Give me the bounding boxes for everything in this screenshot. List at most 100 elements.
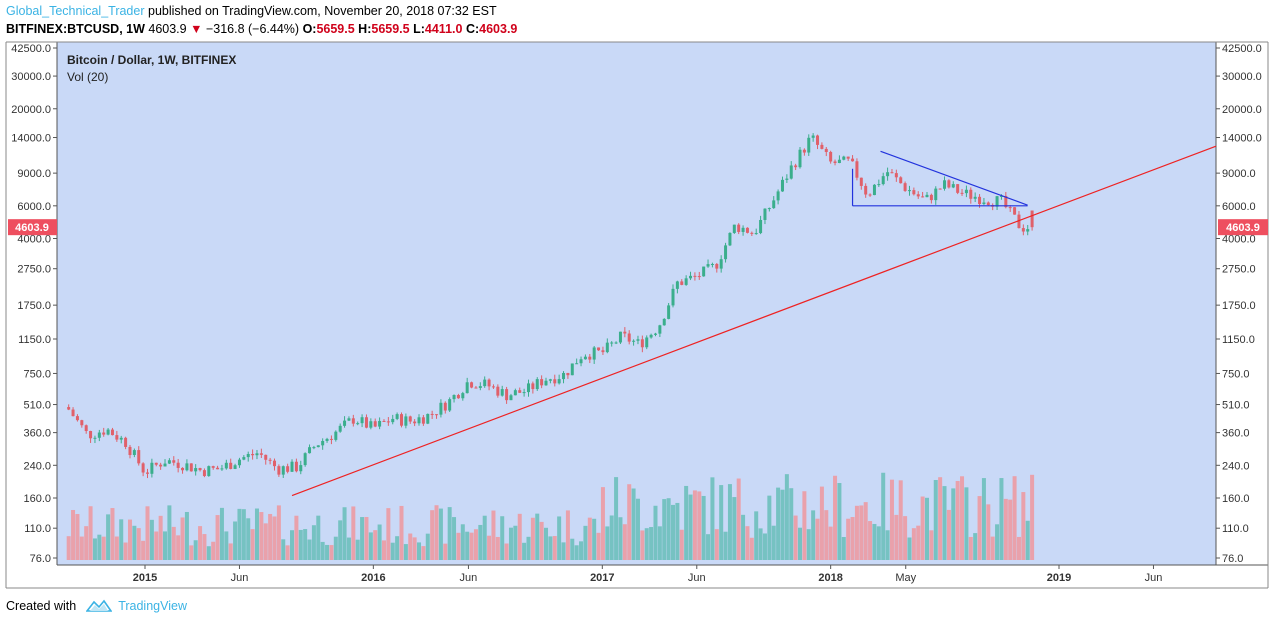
tradingview-brand-link[interactable]: TradingView	[118, 599, 187, 613]
volume-bar	[268, 513, 273, 560]
volume-bar	[1008, 499, 1013, 560]
y-tick-label-left: 110.0	[24, 523, 51, 535]
volume-bar	[368, 532, 373, 560]
y-tick-label-left: 30000.0	[11, 71, 51, 83]
volume-bar	[596, 532, 601, 560]
candle-body	[1026, 229, 1030, 232]
volume-bar	[539, 521, 544, 560]
author-link[interactable]: Global_Technical_Trader	[6, 4, 145, 18]
candle-body	[807, 137, 811, 153]
candle-body	[141, 463, 145, 473]
candle-body	[601, 350, 605, 353]
volume-bar	[657, 526, 662, 560]
candle-body	[448, 399, 452, 411]
candle-body	[763, 208, 767, 220]
volume-bar	[298, 529, 303, 560]
volume-bar	[285, 545, 290, 560]
candle-body	[264, 454, 268, 460]
candle-body	[960, 192, 964, 194]
volume-bar	[767, 495, 772, 560]
volume-bar	[964, 487, 969, 560]
candle-body	[618, 331, 622, 343]
volume-bar	[351, 506, 356, 560]
candle-body	[1021, 228, 1025, 232]
candle-body	[237, 459, 241, 466]
candle-body	[290, 461, 294, 472]
volume-bar	[193, 540, 198, 560]
volume-bar	[491, 510, 496, 560]
candle-body	[334, 431, 338, 440]
volume-bar	[66, 536, 71, 560]
volume-bar	[605, 526, 610, 560]
candle-body	[780, 179, 784, 192]
y-tick-label-right: 750.0	[1222, 368, 1250, 380]
candle-body	[163, 463, 167, 467]
volume-bar	[977, 496, 982, 560]
y-tick-label-right: 240.0	[1222, 460, 1250, 472]
candle-body	[150, 462, 154, 474]
y-tick-label-left: 2750.0	[17, 264, 51, 276]
y-tick-label-right: 160.0	[1222, 493, 1250, 505]
volume-bar	[465, 531, 470, 560]
candle-body	[754, 233, 758, 235]
volume-bar	[250, 529, 255, 560]
volume-bar	[758, 528, 763, 560]
candle-body	[750, 232, 754, 234]
volume-bar	[727, 484, 732, 560]
candle-body	[982, 202, 986, 205]
volume-bar	[1021, 492, 1026, 560]
candle-body	[1008, 207, 1012, 209]
candle-body	[566, 372, 570, 376]
candle-body	[785, 178, 789, 180]
x-tick-label: May	[895, 572, 916, 584]
candle-body	[373, 421, 377, 427]
last-price-label-right: 4603.9	[1226, 222, 1260, 234]
volume-bar	[101, 536, 106, 560]
candle-body	[772, 200, 776, 209]
candle-body	[789, 165, 793, 179]
footer: Created with TradingView	[6, 599, 187, 613]
x-tick-label: Jun	[1145, 572, 1163, 584]
volume-bar	[749, 537, 754, 560]
volume-bar	[79, 536, 84, 560]
y-tick-label-right: 76.0	[1222, 553, 1243, 565]
x-tick-label: 2019	[1047, 572, 1071, 584]
volume-bar	[557, 516, 562, 560]
volume-bar	[206, 546, 211, 560]
candle-body	[737, 224, 741, 232]
volume-bar	[443, 543, 448, 560]
candle-body	[706, 264, 710, 267]
volume-bar	[592, 518, 597, 560]
candle-body	[272, 460, 276, 467]
y-tick-label-left: 42500.0	[11, 43, 51, 55]
volume-bar	[84, 526, 89, 560]
volume-bar	[920, 496, 925, 560]
candle-body	[382, 420, 386, 422]
candle-body	[500, 389, 504, 396]
volume-bar	[167, 505, 172, 560]
candle-body	[478, 386, 482, 388]
volume-bar	[710, 477, 715, 560]
volume-bar	[189, 545, 194, 560]
volume-bar	[246, 518, 251, 560]
volume-bar	[513, 525, 518, 560]
volume-bar	[587, 517, 592, 560]
high-value: 5659.5	[371, 22, 410, 36]
volume-bar	[622, 524, 627, 560]
low-label: L:	[413, 22, 425, 36]
volume-bar	[487, 535, 492, 560]
candle-body	[741, 227, 745, 232]
candle-body	[211, 466, 215, 468]
y-tick-label-left: 14000.0	[11, 133, 51, 145]
candle-body	[846, 156, 850, 159]
candle-body	[899, 177, 903, 184]
tradingview-logo-icon	[86, 599, 113, 612]
candle-body	[185, 463, 189, 471]
candle-body	[338, 425, 342, 432]
y-tick-label-right: 6000.0	[1222, 201, 1256, 213]
candle-body	[921, 196, 925, 198]
candle-body	[159, 464, 163, 467]
candle-body	[562, 372, 566, 380]
volume-bar	[92, 538, 97, 560]
